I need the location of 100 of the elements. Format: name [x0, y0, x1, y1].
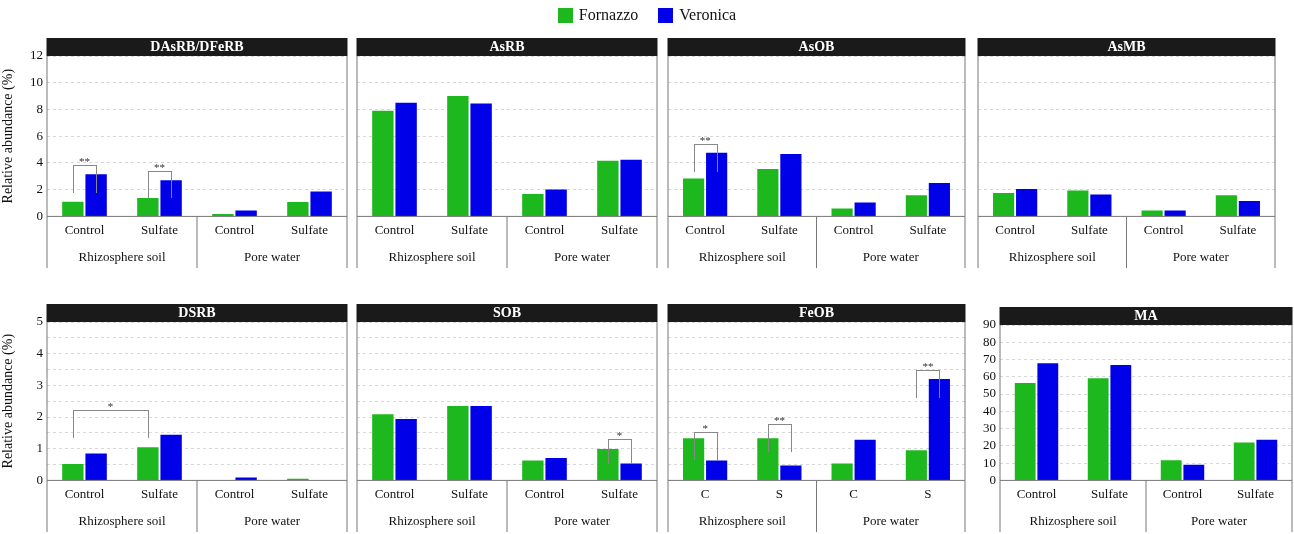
text: Pore water [862, 513, 920, 529]
chart-title: AsMB [1107, 38, 1146, 54]
text: Rhizosphere soil [698, 513, 787, 529]
text: Rhizosphere soil [388, 513, 476, 529]
x-tick-label: Sulfate [760, 221, 799, 237]
y-tick-label: 2 [36, 408, 43, 424]
chart-title: AsOB [798, 38, 835, 54]
annotation: * [107, 400, 114, 413]
y-tick-label: 80 [983, 333, 996, 349]
bar [597, 449, 619, 480]
bar [905, 450, 927, 480]
text: Pore water [554, 513, 611, 529]
x-tick-label: C [700, 485, 710, 501]
bar [1233, 442, 1255, 480]
bar [854, 202, 876, 216]
text: Pore water [554, 249, 611, 265]
y-tick-label: 0 [36, 471, 43, 487]
x-tick-label: Sulfate [1070, 221, 1109, 237]
bar [522, 194, 544, 216]
bar [1183, 464, 1205, 480]
bar [62, 201, 84, 216]
x-tick-label: Control [524, 221, 565, 237]
annotation: ** [79, 155, 90, 168]
bar [757, 169, 779, 216]
bar [235, 210, 257, 216]
bar [706, 152, 728, 216]
chart-title: DAsRB/DFeRB [150, 38, 244, 54]
x-tick-label: Sulfate [909, 221, 947, 237]
bar [1238, 200, 1260, 216]
annotation: ** [154, 161, 165, 174]
annotation: ** [922, 360, 934, 373]
x-tick-label: Sulfate [141, 485, 179, 501]
y-tick-label: 0 [989, 471, 996, 487]
text: Rhizosphere soil [1029, 513, 1117, 529]
x-tick-label: Control [1143, 221, 1184, 237]
x-tick-label: Sulfate [291, 221, 329, 237]
bar [757, 438, 779, 480]
y-tick-label: 4 [36, 345, 44, 361]
x-tick-label: Sulfate [291, 485, 329, 501]
bar [522, 460, 544, 480]
bar [905, 195, 927, 216]
bar [620, 159, 642, 216]
bar [137, 447, 159, 480]
bar [1067, 190, 1089, 216]
bar [1016, 189, 1038, 216]
x-tick-label: Control [524, 485, 565, 501]
y-tick-label: 8 [36, 100, 43, 116]
y-tick-label: 70 [983, 350, 996, 366]
y-tick-label: 12 [30, 47, 43, 63]
text: Pore water [862, 249, 920, 265]
bar [160, 434, 182, 480]
bar [470, 405, 492, 480]
x-tick-label: Control [64, 221, 105, 237]
x-tick-label: C [849, 485, 858, 501]
bar [1110, 365, 1132, 480]
x-tick-label: Sulfate [1237, 485, 1275, 501]
chart-title: FeOB [799, 304, 834, 320]
y-tick-label: 0 [36, 207, 43, 223]
x-tick-label: Control [833, 221, 874, 237]
bar [1164, 210, 1186, 216]
bar [1141, 210, 1163, 216]
bar [1256, 439, 1278, 480]
text: Rhizosphere soil [388, 249, 476, 265]
bar [447, 405, 469, 480]
y-tick-label: 10 [30, 74, 43, 90]
text: Rhizosphere soil [78, 249, 166, 265]
bar [470, 103, 492, 216]
y-axis-title: Relative abundance (%) [0, 333, 17, 469]
bar [993, 192, 1015, 216]
annotation: * [702, 422, 708, 435]
bar [1087, 378, 1109, 480]
bar [160, 180, 182, 216]
bar [137, 198, 159, 216]
bar [1014, 383, 1036, 480]
y-tick-label: 60 [983, 368, 996, 384]
bar [928, 182, 950, 216]
bar [780, 465, 802, 480]
y-axis-title: Relative abundance (%) [0, 68, 17, 204]
bar [831, 463, 853, 480]
y-tick-label: 40 [983, 402, 996, 418]
y-tick-label: 1 [36, 440, 43, 456]
chart-title: SOB [492, 304, 522, 320]
y-tick-label: 3 [36, 376, 43, 392]
bar [928, 379, 950, 480]
annotation: * [616, 429, 623, 442]
annotation: ** [773, 414, 785, 427]
x-tick-label: Sulfate [601, 485, 639, 501]
x-tick-label: Control [1162, 485, 1203, 501]
bar [1037, 363, 1059, 480]
chart-title: DSRB [178, 304, 216, 320]
x-tick-label: Control [214, 485, 255, 501]
text: Rhizosphere soil [78, 513, 166, 529]
bar [854, 439, 876, 480]
y-tick-label: 4 [36, 154, 44, 170]
bar [1160, 460, 1182, 480]
bar [831, 208, 853, 216]
bar [545, 457, 567, 480]
legend-label: Veronica [679, 6, 737, 24]
y-tick-label: 30 [983, 420, 996, 436]
text: Pore water [1191, 513, 1248, 529]
